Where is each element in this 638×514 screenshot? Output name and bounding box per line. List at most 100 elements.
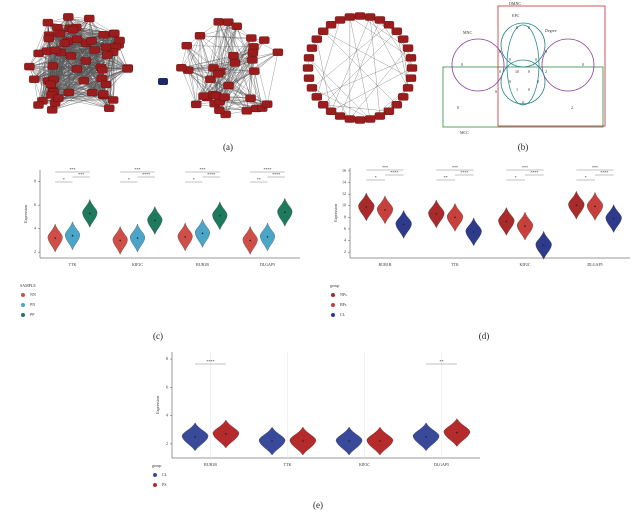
edge <box>267 52 279 105</box>
edge <box>207 22 229 98</box>
region-count: 0 <box>457 105 459 110</box>
edge <box>203 21 219 97</box>
edge <box>181 52 253 68</box>
panel-label: (a) <box>223 142 233 152</box>
median-dot <box>472 231 475 233</box>
node <box>33 101 44 109</box>
network-panel <box>24 12 418 124</box>
node <box>272 48 284 56</box>
node <box>398 35 409 43</box>
panel-label: (c) <box>153 331 163 341</box>
edge <box>330 16 371 112</box>
node <box>354 116 366 124</box>
sig-label: *** <box>382 165 388 170</box>
node <box>104 104 115 112</box>
y-tick-label: 2 <box>344 249 346 254</box>
edge <box>219 26 237 102</box>
edge <box>64 43 104 95</box>
edge <box>103 68 128 95</box>
panel-label: (b) <box>518 142 529 152</box>
node <box>89 46 100 54</box>
region-count: 0 <box>528 25 530 30</box>
node <box>402 44 414 52</box>
median-dot <box>575 204 578 206</box>
y-tick-label: 6 <box>166 384 168 389</box>
region-count: 0 <box>537 79 539 84</box>
x-tick-label: DLGAP5 <box>434 462 449 467</box>
edge <box>225 59 253 115</box>
edge <box>316 19 341 97</box>
sig-label: * <box>375 175 377 180</box>
sig-label: **** <box>207 359 215 364</box>
node <box>246 34 257 42</box>
edge <box>217 73 225 98</box>
node <box>84 14 95 23</box>
edge <box>34 68 77 80</box>
edge <box>29 66 110 109</box>
edge <box>316 57 412 98</box>
legend-label: CL <box>162 472 168 477</box>
edge <box>50 67 101 85</box>
node <box>78 76 89 85</box>
region-count: 0 <box>461 62 463 67</box>
sig-label: **** <box>530 170 538 175</box>
node <box>318 27 329 35</box>
region-count: 0 <box>495 89 497 94</box>
node <box>98 90 109 98</box>
edge <box>186 45 254 48</box>
x-tick-label: BUB1B <box>196 262 209 267</box>
node <box>354 12 366 20</box>
node <box>101 51 113 59</box>
sig-label: * <box>128 177 130 182</box>
sig-label: **** <box>272 172 280 177</box>
x-tick-label: TTK <box>284 462 292 467</box>
node <box>344 115 356 123</box>
median-dot <box>201 232 204 235</box>
x-tick-label: DLGAP5 <box>260 262 275 267</box>
edge <box>29 66 93 93</box>
median-dot <box>402 223 405 226</box>
edge <box>236 26 255 72</box>
median-dot <box>365 206 368 208</box>
region-count: 0 <box>516 25 518 30</box>
node <box>97 66 108 74</box>
median-dot <box>271 440 273 442</box>
edge <box>228 85 247 111</box>
sig-label: *** <box>135 167 141 172</box>
median-dot <box>505 220 508 223</box>
node <box>344 13 356 21</box>
median-dot <box>384 209 386 211</box>
node <box>100 43 112 52</box>
epc-ellipse <box>506 24 540 106</box>
mcc-box <box>442 66 604 128</box>
edge <box>58 41 68 99</box>
node <box>219 93 230 101</box>
panel-label: (e) <box>313 500 323 510</box>
node <box>181 41 192 50</box>
edge <box>323 31 412 79</box>
legend-label: PS <box>162 482 166 487</box>
median-dot <box>119 239 121 242</box>
node <box>98 31 109 39</box>
node <box>24 62 35 71</box>
mnc-circle <box>451 38 505 92</box>
legend-title: group <box>330 283 339 288</box>
legend-label: NPs <box>340 292 347 297</box>
x-tick-label: BUB1B <box>379 262 392 267</box>
edge <box>47 18 90 52</box>
node <box>383 107 395 115</box>
node <box>158 78 168 85</box>
y-tick-label: 14 <box>342 179 346 184</box>
node <box>86 37 97 45</box>
node <box>43 34 54 43</box>
edge <box>188 70 204 97</box>
node <box>109 29 120 38</box>
edge <box>68 16 115 34</box>
legend-label: PN <box>30 302 35 307</box>
edge <box>323 31 397 105</box>
node <box>53 94 64 102</box>
edge <box>186 45 268 105</box>
node <box>247 56 258 64</box>
edge <box>369 16 381 117</box>
sig-label: * <box>193 177 195 182</box>
